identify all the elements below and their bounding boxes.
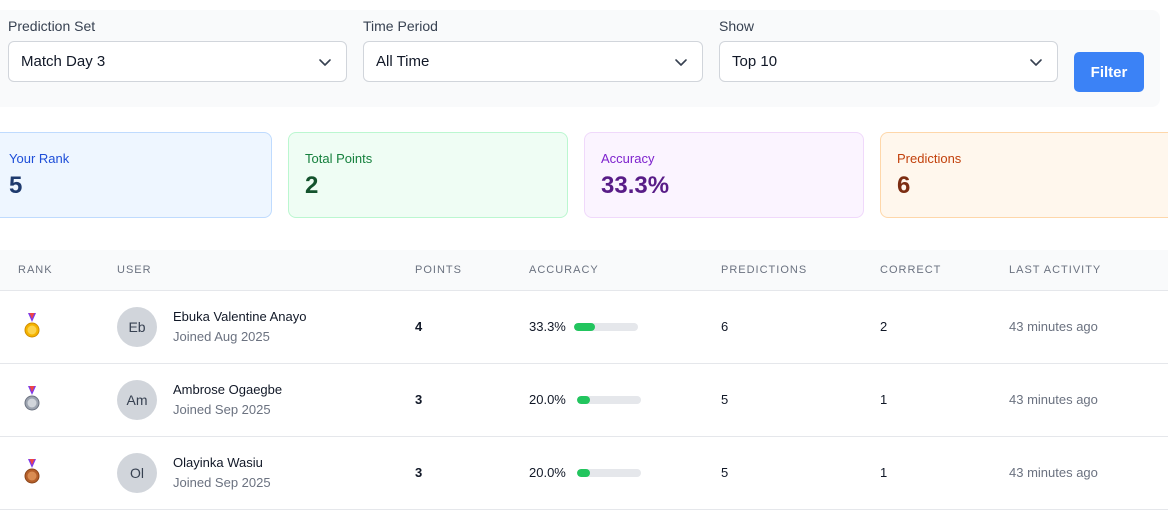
correct-count: 2: [880, 319, 888, 334]
header-accuracy: ACCURACY: [529, 264, 599, 276]
avatar: Ol: [117, 453, 157, 493]
prediction-set-field: Prediction Set Match Day 3: [8, 17, 347, 82]
show-field: Show Top 10: [719, 17, 1058, 82]
points-value: 4: [415, 319, 423, 334]
chevron-down-icon: [1030, 59, 1042, 66]
accuracy-value: 33.3%: [529, 319, 566, 334]
chevron-down-icon: [675, 59, 687, 66]
last-activity: 43 minutes ago: [1009, 319, 1098, 334]
accuracy-progress-fill: [577, 469, 590, 477]
prediction-set-value: Match Day 3: [21, 53, 106, 70]
show-value: Top 10: [732, 53, 778, 70]
accuracy-card: Accuracy 33.3%: [584, 132, 864, 218]
accuracy-value: 33.3%: [601, 172, 670, 199]
points-value: 3: [415, 465, 423, 480]
predictions-count: 5: [721, 465, 729, 480]
user-name: Olayinka Wasiu: [173, 455, 263, 470]
predictions-count: 6: [721, 319, 729, 334]
header-points: POINTS: [415, 264, 462, 276]
prediction-set-label: Prediction Set: [8, 18, 96, 34]
header-last-activity: LAST ACTIVITY: [1009, 264, 1102, 276]
accuracy-value: 20.0%: [529, 465, 566, 480]
last-activity: 43 minutes ago: [1009, 392, 1098, 407]
user-name: Ambrose Ogaegbe: [173, 382, 283, 397]
your-rank-card: Your Rank 5: [0, 132, 272, 218]
header-user: USER: [117, 264, 152, 276]
predictions-value: 6: [897, 172, 911, 199]
accuracy-label: Accuracy: [601, 151, 655, 166]
silver-medal-icon: [24, 386, 40, 411]
header-predictions: PREDICTIONS: [721, 264, 808, 276]
time-period-value: All Time: [376, 53, 430, 70]
predictions-card: Predictions 6: [880, 132, 1168, 218]
show-label: Show: [719, 18, 755, 34]
user-joined: Joined Sep 2025: [173, 475, 271, 490]
user-joined: Joined Sep 2025: [173, 402, 271, 417]
time-period-label: Time Period: [363, 18, 438, 34]
points-value: 3: [415, 392, 423, 407]
header-rank: RANK: [18, 264, 53, 276]
gold-medal-icon: [24, 313, 40, 338]
header-correct: CORRECT: [880, 264, 942, 276]
user-joined: Joined Aug 2025: [173, 329, 270, 344]
your-rank-label: Your Rank: [9, 151, 70, 166]
accuracy-progress-bar: [574, 323, 638, 331]
table-row: Eb Ebuka Valentine Anayo Joined Aug 2025…: [0, 291, 1168, 364]
correct-count: 1: [880, 392, 888, 407]
accuracy-progress-fill: [574, 323, 596, 331]
accuracy-value: 20.0%: [529, 392, 566, 407]
time-period-select[interactable]: All Time: [363, 41, 703, 82]
predictions-label: Predictions: [897, 151, 962, 166]
table-row: Am Ambrose Ogaegbe Joined Sep 2025 3 20.…: [0, 364, 1168, 437]
correct-count: 1: [880, 465, 888, 480]
your-rank-value: 5: [9, 172, 23, 199]
total-points-card: Total Points 2: [288, 132, 568, 218]
leaderboard-table-header: RANK USER POINTS ACCURACY PREDICTIONS CO…: [0, 250, 1168, 291]
show-select[interactable]: Top 10: [719, 41, 1058, 82]
accuracy-progress-bar: [577, 469, 641, 477]
accuracy-progress-bar: [577, 396, 641, 404]
avatar: Am: [117, 380, 157, 420]
total-points-value: 2: [305, 172, 319, 199]
time-period-field: Time Period All Time: [363, 17, 703, 82]
table-row: Ol Olayinka Wasiu Joined Sep 2025 3 20.0…: [0, 437, 1168, 510]
last-activity: 43 minutes ago: [1009, 465, 1098, 480]
prediction-set-select[interactable]: Match Day 3: [8, 41, 347, 82]
bronze-medal-icon: [24, 459, 40, 484]
avatar: Eb: [117, 307, 157, 347]
user-name: Ebuka Valentine Anayo: [173, 309, 307, 324]
total-points-label: Total Points: [305, 151, 373, 166]
accuracy-progress-fill: [577, 396, 590, 404]
chevron-down-icon: [319, 59, 331, 66]
predictions-count: 5: [721, 392, 729, 407]
filter-button[interactable]: Filter: [1074, 52, 1144, 92]
